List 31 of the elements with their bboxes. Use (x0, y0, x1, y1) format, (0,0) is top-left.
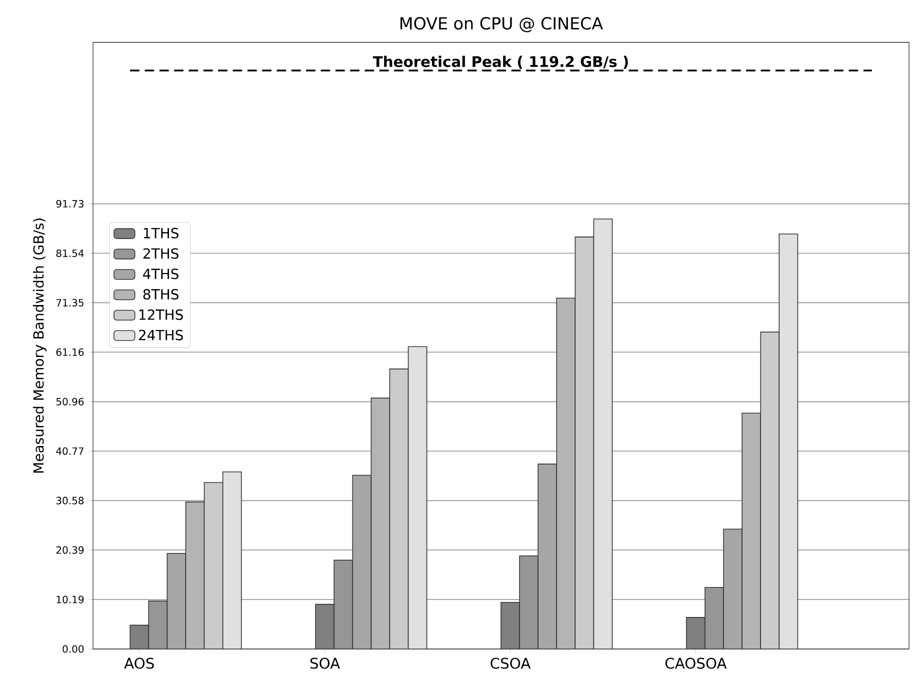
y-tick-label: 81.54 (56, 249, 84, 258)
bar (334, 560, 354, 649)
legend-label: 1THS (144, 228, 178, 238)
y-tick-label: 10.19 (56, 596, 84, 604)
x-tick-label: AOS (124, 658, 154, 669)
bar (148, 600, 168, 649)
y-tick-label: 40.77 (56, 447, 84, 455)
bar (760, 332, 780, 649)
y-axis-title: Measured Memory Bandwidth (GB/s) (32, 218, 47, 473)
legend-label: 12THS (139, 309, 183, 320)
x-tick-label: CAOSOA (665, 658, 727, 669)
legend-label: 2THS (143, 248, 178, 259)
bar (574, 236, 594, 649)
y-tick-label: 50.96 (56, 398, 84, 406)
y-tick-label: 20.39 (56, 546, 84, 554)
bar (519, 555, 538, 649)
bar (204, 482, 224, 649)
y-tick-label: 0.00 (62, 645, 84, 653)
y-tick-label: 61.16 (56, 348, 84, 356)
legend-label: 8THS (143, 288, 178, 300)
x-tick-label: CSOA (490, 658, 531, 669)
legend-label: 24THS (138, 330, 183, 340)
bar (704, 586, 724, 649)
y-tick-label: 71.35 (56, 298, 84, 306)
x-tick-label: SOA (310, 658, 340, 669)
chart-title: MOVE on CPU @ CINECA (400, 17, 603, 32)
ref-line-label: Theoretical Peak ( 119.2 GB/s ) (372, 56, 628, 69)
y-tick-label: 30.58 (56, 496, 84, 504)
legend-label: 4THS (143, 268, 178, 280)
bar (389, 368, 409, 649)
y-tick-label: 91.73 (56, 200, 84, 208)
